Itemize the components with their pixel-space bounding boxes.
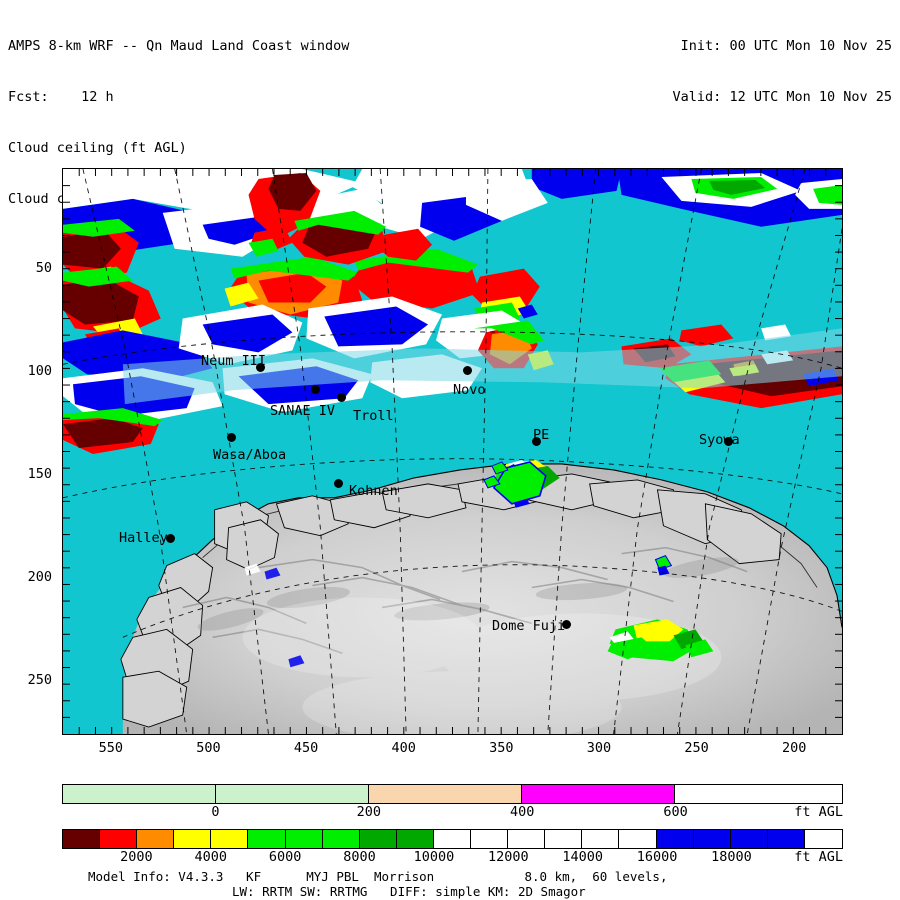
colorbar-low-tick: 200	[356, 804, 381, 820]
forecast-hour: Fcst: 12 h	[8, 89, 114, 105]
colorbar-high-cell	[174, 830, 212, 848]
colorbar-high-cell	[804, 830, 842, 848]
station-marker-wasa-aboa[interactable]	[226, 432, 236, 442]
colorbar-high-cell	[100, 830, 138, 848]
x-tick-label: 300	[586, 740, 612, 756]
colorbar-ceiling-high[interactable]: ft AGL 2000 4000 6000 8000 10000 12000 14000 16…	[62, 829, 843, 867]
colorbar-high-tick: 18000	[711, 849, 752, 865]
colorbar-high-cell	[248, 830, 286, 848]
colorbar-high-tick: 16000	[636, 849, 678, 865]
x-tick-label: 250	[684, 740, 709, 756]
colorbar-low-cell	[63, 785, 216, 803]
antarctic-landmass	[120, 463, 842, 734]
colorbar-high-tick: 8000	[343, 849, 376, 865]
station-label-sanae-iv: SANAE IV	[270, 403, 336, 419]
y-tick-label: 250	[27, 672, 52, 688]
colorbar-high-cells[interactable]	[62, 829, 843, 849]
cloud-field-interior	[244, 304, 714, 668]
station-label-kohnen: Kohnen	[349, 483, 398, 499]
x-tick-label: 450	[293, 740, 319, 756]
valid-time: Valid: 12 UTC Mon 10 Nov 25	[672, 89, 892, 105]
model-info-footer: Model Info: V4.3.3 KF MYJ PBL Morrison 8…	[0, 869, 900, 899]
y-tick-label: 100	[27, 363, 52, 379]
station-marker-neum-iii[interactable]	[255, 362, 265, 372]
map-plot-area[interactable]: Neum III SANAE IV Troll Novo PE Syowa Wasa/Abo…	[62, 168, 843, 735]
shelf-haze	[122, 328, 842, 405]
colorbar-low-unit: ft AGL	[794, 804, 843, 820]
colorbar-high-tick: 6000	[268, 849, 302, 865]
colorbar-high-unit: ft AGL	[794, 849, 843, 865]
colorbar-low-cells[interactable]	[62, 784, 843, 804]
colorbar-low-ticks: ft AGL 0 200 400 600	[62, 804, 843, 822]
stations-layer: Neum III SANAE IV Troll Novo PE Syowa Wasa/Abo…	[63, 169, 842, 734]
x-axis: 550 500 450 400 350 300 250 200	[62, 740, 843, 760]
header-right-block: Init: 00 UTC Mon 10 Nov 25 Valid: 12 UTC…	[673, 4, 892, 123]
station-marker-kohnen[interactable]	[333, 478, 343, 488]
station-label-syowa: Syowa	[699, 432, 740, 448]
init-time: Init: 00 UTC Mon 10 Nov 25	[680, 38, 892, 54]
y-tick-label: 50	[35, 260, 52, 276]
x-tick-label: 200	[781, 740, 807, 756]
colorbar-high-tick: 14000	[562, 849, 603, 865]
colorbar-high-tick: 2000	[120, 849, 153, 865]
colorbar-high-cell	[285, 830, 323, 848]
x-tick-label: 550	[98, 740, 124, 756]
colorbar-high-cell	[545, 830, 583, 848]
colorbar-high-ticks: ft AGL 2000 4000 6000 8000 10000 12000 14000 16…	[62, 849, 843, 867]
station-label-wasa-aboa: Wasa/Aboa	[213, 447, 287, 463]
colorbar-high-cell	[396, 830, 434, 848]
colorbar-high-cell	[322, 830, 360, 848]
colorbar-low-cell	[368, 785, 522, 803]
y-axis: 50 100 150 200 250	[0, 168, 60, 735]
station-label-pe: PE	[533, 427, 550, 443]
field-name-line-1: Cloud ceiling (ft AGL)	[8, 140, 187, 156]
colorbar-high-cell	[693, 830, 731, 848]
colorbar-low-tick: 400	[509, 804, 535, 820]
x-tick-label: 500	[196, 740, 221, 756]
station-marker-sanae-iv[interactable]	[310, 384, 320, 394]
y-tick-label: 150	[27, 466, 52, 482]
station-marker-novo[interactable]	[462, 365, 472, 375]
colorbar-high-cell	[359, 830, 397, 848]
station-label-novo: Novo	[453, 382, 486, 398]
model-info-line-1: Model Info: V4.3.3 KF MYJ PBL Morrison 8…	[88, 869, 668, 884]
colorbar-low-cell	[215, 785, 369, 803]
colorbar-high-cell	[656, 830, 694, 848]
colorbar-high-tick: 12000	[487, 849, 529, 865]
station-marker-troll[interactable]	[336, 392, 346, 402]
station-label-neum-iii: Neum III	[201, 353, 267, 369]
station-marker-pe[interactable]	[531, 436, 541, 446]
colorbar-ceiling-low[interactable]: ft AGL 0 200 400 600	[62, 784, 843, 822]
station-marker-halley[interactable]	[165, 533, 175, 543]
station-marker-dome-fuji[interactable]	[561, 619, 571, 629]
colorbar-low-tick: 600	[663, 804, 688, 820]
map-field-svg	[63, 169, 842, 734]
colorbar-high-tick: 4000	[194, 849, 228, 865]
colorbar-high-cell	[433, 830, 472, 848]
colorbar-high-cell	[619, 830, 657, 848]
x-tick-label: 350	[489, 740, 514, 756]
plot-title: AMPS 8-km WRF -- Qn Maud Land Coast wind…	[8, 38, 350, 54]
colorbar-low-cell	[521, 785, 675, 803]
colorbar-high-cell	[582, 830, 620, 848]
colorbar-high-tick: 10000	[413, 849, 455, 865]
colorbar-high-cell	[137, 830, 175, 848]
station-label-troll: Troll	[353, 408, 394, 424]
model-info-line-2: LW: RRTM SW: RRTMG DIFF: simple KM: 2D S…	[232, 884, 586, 899]
x-tick-label: 400	[391, 740, 416, 756]
station-marker-syowa[interactable]	[723, 436, 733, 446]
station-label-halley: Halley	[119, 530, 168, 546]
colorbar-high-cell	[211, 830, 249, 848]
colorbar-high-cell	[730, 830, 768, 848]
colorbar-low-tick: 0	[211, 804, 220, 820]
colorbar-high-cell	[767, 830, 805, 848]
colorbar-low-cell	[674, 785, 842, 803]
colorbar-high-cell	[63, 830, 101, 848]
colorbar-high-cell	[508, 830, 546, 848]
station-label-dome-fuji: Dome Fuji	[492, 618, 566, 634]
y-tick-label: 200	[27, 569, 52, 585]
colorbar-high-cell	[471, 830, 509, 848]
